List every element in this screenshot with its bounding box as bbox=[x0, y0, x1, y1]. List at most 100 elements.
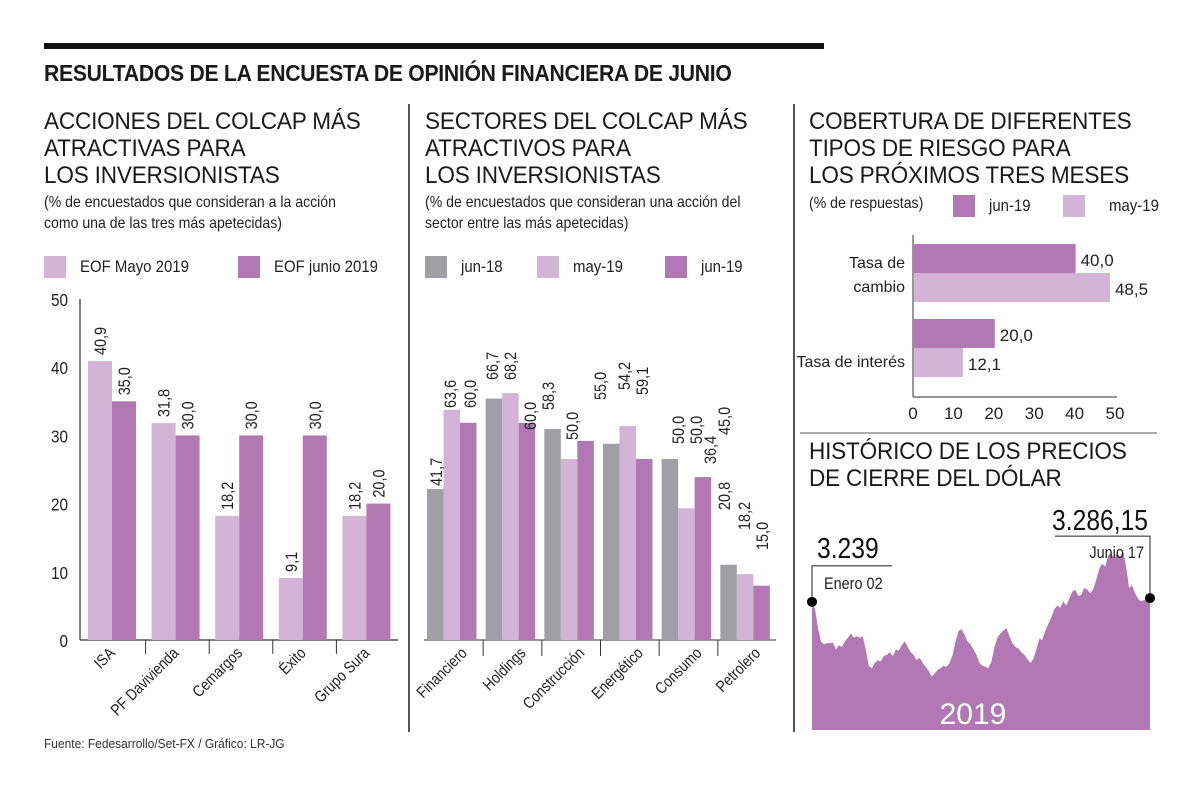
data-label: 40,9 bbox=[92, 327, 110, 355]
title-line: TIPOS DE RIESGO PARA bbox=[809, 135, 1071, 162]
bar bbox=[678, 508, 695, 640]
data-label: 58,3 bbox=[540, 382, 558, 410]
legend-label: jun-19 bbox=[701, 257, 743, 276]
page-title: RESULTADOS DE LA ENCUESTA DE OPINIÓN FIN… bbox=[44, 60, 732, 86]
data-label: 45,0 bbox=[716, 407, 734, 435]
bar bbox=[603, 443, 620, 640]
sectores-title: SECTORES DEL COLCAP MÁS ATRACTIVOS PARA … bbox=[425, 108, 748, 189]
x-tick-label: 50 bbox=[1106, 404, 1125, 423]
bar bbox=[736, 574, 754, 640]
data-label: 15,0 bbox=[754, 522, 772, 550]
data-label: 20,8 bbox=[716, 482, 734, 510]
category-label: Cemargos bbox=[190, 645, 246, 701]
y-tick-label: 10 bbox=[51, 563, 68, 583]
data-label: 18,2 bbox=[219, 482, 237, 510]
cobertura-subtitle: (% de respuestas) bbox=[809, 195, 924, 212]
bar bbox=[302, 435, 327, 640]
sectores-legend: jun-18 bbox=[425, 256, 508, 278]
bar bbox=[914, 244, 1076, 273]
bar bbox=[619, 426, 636, 640]
bar bbox=[502, 393, 519, 640]
bar bbox=[485, 398, 503, 640]
bar bbox=[720, 564, 737, 640]
x-tick-label: 20 bbox=[984, 404, 1003, 423]
end-leader bbox=[1055, 535, 1151, 599]
legend-swatch-may19 bbox=[537, 256, 559, 278]
acciones-legend: EOF junio 2019 bbox=[238, 256, 392, 278]
x-tick-label: 30 bbox=[1025, 404, 1044, 423]
x-tick-label: 40 bbox=[1065, 404, 1084, 423]
bar bbox=[239, 435, 264, 640]
data-label: 30,0 bbox=[180, 401, 198, 429]
legend-swatch-may19 bbox=[44, 256, 66, 278]
end-date: Junio 17 bbox=[1089, 544, 1144, 562]
bar bbox=[753, 585, 770, 640]
bar bbox=[577, 440, 594, 640]
title-line: DE CIERRE DEL DÓLAR bbox=[809, 465, 1062, 492]
sectores-legend: may-19 bbox=[537, 256, 630, 278]
bar bbox=[694, 477, 712, 640]
y-tick-label: 20 bbox=[51, 494, 68, 514]
start-date: Enero 02 bbox=[824, 575, 883, 593]
end-marker bbox=[1145, 593, 1155, 604]
title-line: LOS INVERSIONISTAS bbox=[44, 162, 280, 189]
bar bbox=[427, 489, 444, 640]
data-label: 20,0 bbox=[1000, 326, 1033, 345]
bar bbox=[460, 422, 477, 640]
legend-swatch-jun19 bbox=[665, 256, 687, 278]
cobertura-chart: 0 10 20 30 40 50 40,048,5 Tasa de cambio 20,0 12,1… bbox=[796, 235, 1157, 434]
legend-swatch-jun19 bbox=[953, 195, 975, 217]
bar bbox=[914, 273, 1110, 302]
legend-label: jun-18 bbox=[461, 257, 503, 276]
bar bbox=[443, 409, 460, 640]
subtitle-line: (% de encuestados que consideran a la ac… bbox=[44, 194, 336, 211]
column-divider bbox=[793, 104, 795, 732]
category-label: Financiero bbox=[414, 645, 471, 702]
category-label: Tasa de interés bbox=[796, 354, 905, 371]
data-label: 40,0 bbox=[1081, 251, 1114, 270]
title-line: ATRACTIVAS PARA bbox=[44, 135, 246, 162]
start-value: 3.239 bbox=[817, 532, 879, 564]
category-label: Éxito bbox=[276, 644, 310, 678]
bar bbox=[342, 515, 367, 640]
subtitle-line: (% de encuestados que consideran una acc… bbox=[425, 194, 741, 211]
bar bbox=[88, 361, 112, 640]
sectores-subtitle: (% de encuestados que consideran una acc… bbox=[425, 192, 740, 234]
data-label: 60,0 bbox=[462, 380, 480, 408]
bar bbox=[518, 422, 536, 640]
data-label: 41,7 bbox=[428, 458, 446, 486]
subtitle-line: sector entre las más apetecidas) bbox=[425, 215, 629, 232]
top-rule bbox=[44, 43, 824, 49]
bar bbox=[112, 401, 136, 640]
data-label: 66,7 bbox=[484, 352, 502, 380]
category-label: Tasa de bbox=[849, 255, 905, 272]
legend-label: jun-19 bbox=[989, 196, 1031, 215]
data-label: 18,2 bbox=[736, 502, 754, 530]
title-line: ATRACTIVOS PARA bbox=[425, 135, 631, 162]
dolar-chart: 3.239 Enero 02 3.286,15 Junio 17 2019 bbox=[807, 504, 1155, 731]
y-tick-label: 50 bbox=[51, 290, 68, 310]
bar bbox=[366, 503, 391, 640]
data-label: 55,0 bbox=[592, 372, 610, 400]
bar bbox=[175, 435, 200, 640]
y-tick-label: 0 bbox=[59, 631, 68, 651]
subtitle-line: como una de las tres más apetecidas) bbox=[44, 215, 282, 232]
category-label: Energético bbox=[589, 645, 647, 703]
cobertura-legend: jun-19 bbox=[953, 195, 1036, 217]
data-label: 20,0 bbox=[370, 469, 388, 497]
start-marker bbox=[807, 596, 817, 607]
data-label: 63,6 bbox=[442, 380, 460, 408]
y-tick-label: 30 bbox=[51, 426, 68, 446]
category-label: Construcción bbox=[520, 645, 588, 713]
bar bbox=[636, 459, 653, 640]
start-leader bbox=[811, 565, 892, 602]
data-label: 31,8 bbox=[156, 389, 174, 417]
data-label: 48,5 bbox=[1115, 280, 1148, 299]
category-label: Petrolero bbox=[713, 645, 764, 696]
data-label: 18,2 bbox=[346, 482, 364, 510]
acciones-title: ACCIONES DEL COLCAP MÁS ATRACTIVAS PARA … bbox=[44, 108, 361, 189]
legend-label: may-19 bbox=[573, 257, 623, 276]
category-label: Holdings bbox=[480, 645, 530, 695]
title-line: LOS INVERSIONISTAS bbox=[425, 162, 661, 189]
